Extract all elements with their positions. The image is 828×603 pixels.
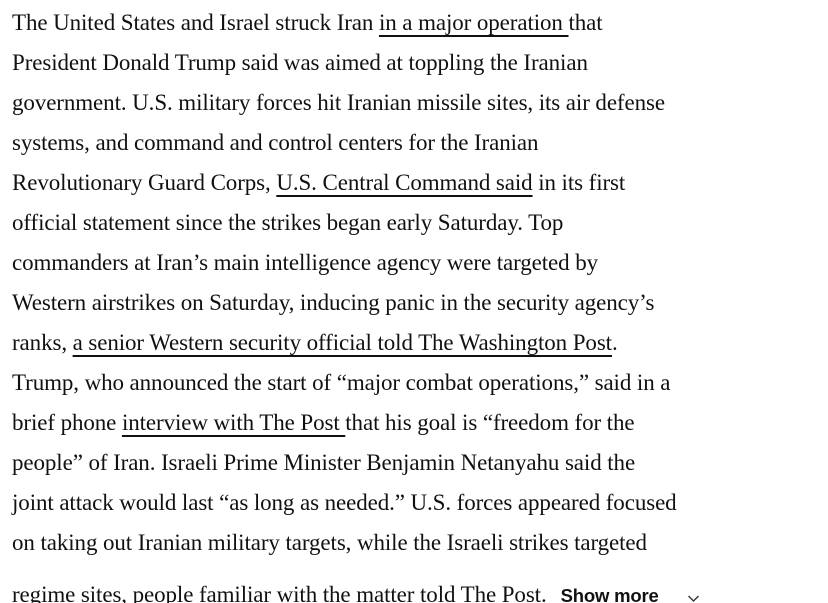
text-line: Revolutionary Guard Corps, U.S. Central …: [12, 163, 820, 203]
show-more-button[interactable]: Show more: [561, 563, 701, 603]
text-segment: President Donald Trump said was aimed at…: [12, 50, 588, 75]
text-line: commanders at Iran’s main intelligence a…: [12, 243, 820, 283]
inline-link[interactable]: told The Post: [420, 582, 541, 603]
text-line: The United States and Israel struck Iran…: [12, 3, 820, 43]
text-segment: ranks,: [12, 330, 73, 355]
text-line: joint attack would last “as long as need…: [12, 483, 820, 523]
text-segment: .: [611, 330, 618, 355]
text-segment: systems, and command and control centers…: [12, 130, 539, 155]
text-segment: official statement since the strikes beg…: [12, 210, 564, 235]
text-line: regime sites, people familiar with the m…: [12, 563, 820, 603]
text-line: Trump, who announced the start of “major…: [12, 363, 820, 403]
text-line: government. U.S. military forces hit Ira…: [12, 83, 820, 123]
text-segment: in its first: [532, 170, 626, 195]
text-line: people” of Iran. Israeli Prime Minister …: [12, 443, 820, 483]
text-line: systems, and command and control centers…: [12, 123, 820, 163]
text-segment: government. U.S. military forces hit Ira…: [12, 90, 665, 115]
inline-link[interactable]: U.S. Central Command said: [276, 170, 533, 195]
inline-link[interactable]: a senior Western security official told …: [72, 330, 612, 355]
text-line: Western airstrikes on Saturday, inducing…: [12, 283, 820, 323]
text-line: official statement since the strikes beg…: [12, 203, 820, 243]
inline-link[interactable]: interview with The Post: [121, 410, 346, 435]
text-segment: Trump, who announced the start of “major…: [12, 370, 671, 395]
text-segment: people” of Iran. Israeli Prime Minister …: [12, 450, 636, 475]
text-segment: that: [568, 10, 603, 35]
text-segment: on taking out Iranian military targets, …: [12, 530, 647, 555]
text-segment: Revolutionary Guard Corps,: [12, 170, 277, 195]
text-segment: commanders at Iran’s main intelligence a…: [12, 250, 599, 275]
show-more-label: Show more: [560, 585, 659, 603]
text-segment: .: [540, 582, 547, 603]
text-line: President Donald Trump said was aimed at…: [12, 43, 820, 83]
text-segment: The United States and Israel struck Iran: [12, 10, 379, 35]
text-segment: brief phone: [12, 410, 122, 435]
text-line: brief phone interview with The Post that…: [12, 403, 820, 443]
text-segment: joint attack would last “as long as need…: [12, 490, 677, 515]
text-line: on taking out Iranian military targets, …: [12, 523, 820, 563]
text-segment: that his goal is “freedom for the: [345, 410, 635, 435]
inline-link[interactable]: in a major operation: [378, 10, 569, 35]
text-line: ranks, a senior Western security officia…: [12, 323, 820, 363]
chevron-down-icon: [668, 564, 701, 603]
text-segment: regime sites, people familiar with the m…: [12, 582, 420, 603]
text-segment: Western airstrikes on Saturday, inducing…: [12, 290, 655, 315]
